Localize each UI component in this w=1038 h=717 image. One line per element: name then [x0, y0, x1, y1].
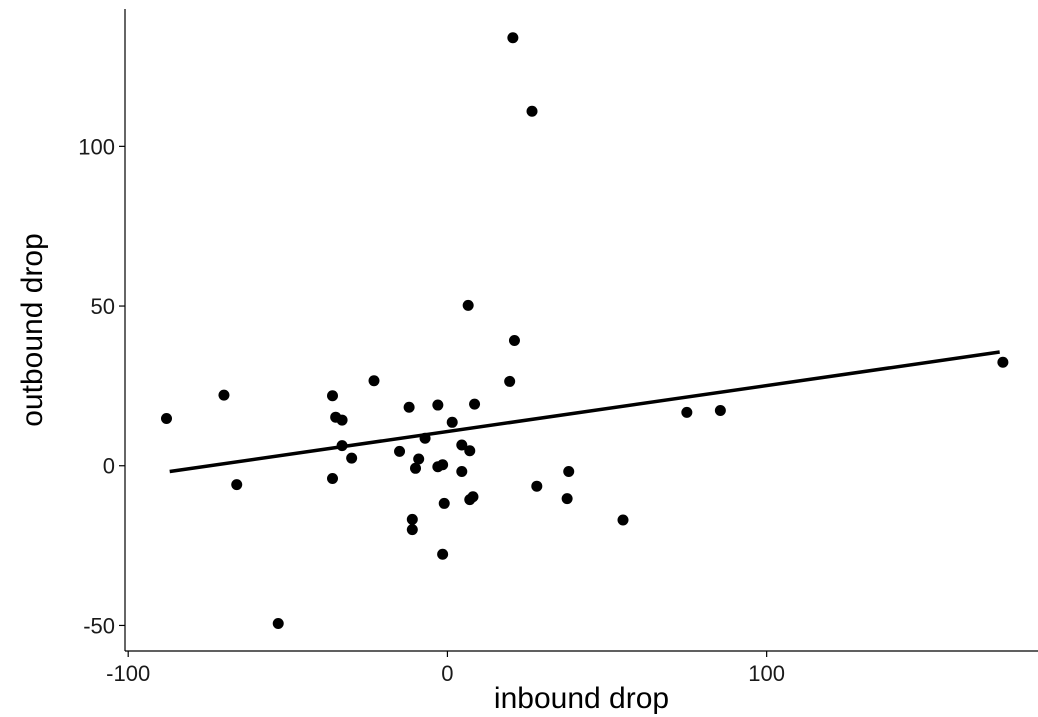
data-point	[504, 375, 516, 387]
data-point	[561, 493, 573, 505]
data-point	[507, 32, 519, 44]
data-point	[563, 465, 575, 477]
data-point	[617, 514, 629, 526]
data-points	[161, 32, 1009, 630]
data-point	[336, 440, 348, 452]
data-point	[437, 548, 449, 560]
y-axis-title: outbound drop	[16, 233, 49, 427]
y-tick-label: 0	[103, 454, 115, 479]
data-point	[368, 375, 380, 387]
data-point	[403, 401, 415, 413]
data-point	[462, 299, 474, 311]
data-point	[467, 491, 479, 503]
data-point	[406, 513, 418, 525]
data-point	[469, 398, 481, 410]
x-axis-title: inbound drop	[494, 682, 669, 715]
data-point	[681, 406, 693, 418]
data-point	[456, 465, 468, 477]
data-point	[410, 462, 421, 474]
data-point	[419, 432, 431, 444]
axes	[124, 9, 1038, 652]
regression-line	[169, 350, 1000, 474]
data-point	[437, 459, 449, 471]
data-point	[714, 404, 726, 416]
x-tick-label: 0	[441, 661, 453, 686]
data-point	[327, 390, 338, 402]
x-tick-label: 100	[748, 661, 785, 686]
data-point	[272, 618, 284, 630]
data-point	[327, 473, 338, 485]
data-point	[432, 399, 444, 411]
data-point	[446, 416, 458, 428]
data-point	[526, 105, 538, 117]
data-point	[464, 445, 476, 457]
data-point	[456, 439, 468, 451]
regression-line-group	[169, 350, 1000, 474]
x-tick-label: -100	[106, 661, 150, 686]
data-point	[508, 335, 520, 347]
data-point	[406, 524, 418, 536]
data-point	[413, 453, 425, 465]
data-point	[531, 480, 543, 492]
y-axis-ticks: -50 0 50 100	[78, 134, 125, 638]
data-point	[336, 414, 348, 426]
data-point	[997, 356, 1009, 368]
data-point	[394, 445, 406, 457]
data-point	[346, 452, 358, 464]
y-tick-label: 100	[78, 134, 115, 159]
data-point	[438, 497, 450, 509]
y-tick-label: 50	[91, 294, 115, 319]
y-tick-label: -50	[83, 613, 115, 638]
data-point	[231, 479, 243, 491]
x-axis-ticks: -100 0 100	[106, 651, 785, 686]
data-point	[218, 389, 230, 401]
data-point	[161, 412, 172, 424]
